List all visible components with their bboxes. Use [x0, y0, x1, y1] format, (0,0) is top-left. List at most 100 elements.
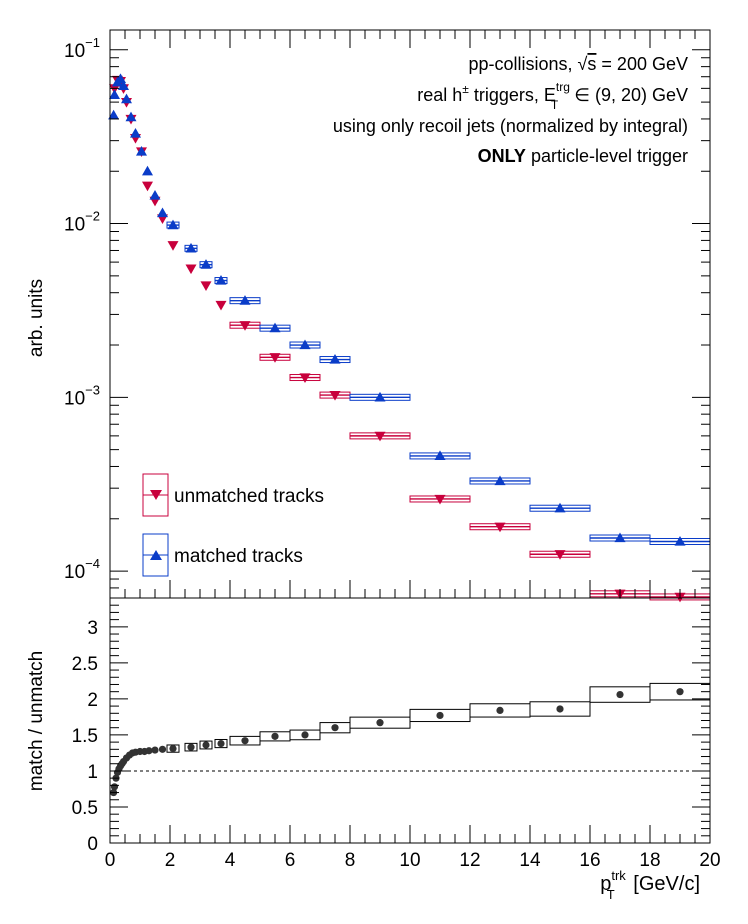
point-unmatched — [494, 522, 506, 533]
ratio-point — [616, 690, 624, 699]
point-matched — [118, 80, 129, 90]
ratio-point — [145, 747, 153, 755]
bottom-x-axis-ticks: 0 2 4 6 8 10 12 14 16 18 20 — [105, 825, 721, 871]
x-tick-label: 20 — [699, 850, 720, 871]
sqrt-s: s — [587, 54, 596, 74]
point-unmatched — [109, 84, 120, 94]
top-panel: 10−1 10−2 10−3 10−4 arb. units pp-collision… — [26, 29, 711, 603]
x-tick-label: 10 — [399, 850, 420, 871]
ratio-point — [496, 706, 504, 715]
point-matched — [434, 450, 446, 461]
x-tick-label: 18 — [639, 850, 660, 871]
top-y-tick-label: 10−2 — [64, 209, 100, 236]
point-unmatched — [329, 390, 341, 401]
ratio-point — [301, 731, 309, 739]
ratio-sys-box — [349, 716, 411, 729]
x-tick-label: 6 — [285, 850, 296, 871]
annotation-collisions: pp-collisions, √s = 200 GeV — [468, 54, 688, 74]
point-matched — [121, 93, 132, 104]
point-matched — [185, 242, 197, 253]
ratio-point — [187, 743, 195, 751]
point-unmatched — [554, 550, 566, 560]
top-y-tick-label: 10−4 — [64, 556, 100, 583]
ratio-sys-box — [199, 740, 213, 750]
ratio-point — [151, 746, 159, 754]
point-unmatched — [142, 181, 153, 192]
point-unmatched — [374, 431, 386, 442]
x-tick-label: 0 — [105, 850, 116, 871]
bottom-y-tick-label: 0.5 — [72, 798, 98, 819]
bottom-y-tick-label: 1.5 — [72, 726, 98, 747]
point-unmatched — [167, 241, 179, 251]
x-tick-label: 4 — [225, 850, 236, 871]
ratio-point — [676, 688, 684, 696]
legend-entry-matched: matched tracks — [142, 533, 303, 577]
top-y-tick-label: 10−1 — [64, 35, 100, 62]
legend: unmatched tracks matched tracks — [142, 473, 324, 577]
ratio-point — [217, 739, 225, 748]
point-matched — [142, 165, 153, 176]
bottom-panel: 0 0.5 1 1.5 2 2.5 3 0 2 4 6 8 10 12 14 16 18 20 match / … — [26, 597, 721, 902]
point-unmatched — [434, 494, 446, 505]
point-unmatched — [185, 264, 197, 275]
point-matched — [149, 190, 161, 200]
ratio-point — [158, 745, 167, 753]
point-matched — [239, 295, 251, 305]
point-matched — [494, 475, 506, 486]
annotation-trigger-level: ONLY particle-level trigger — [478, 146, 688, 166]
legend-label-unmatched: unmatched tracks — [174, 486, 324, 507]
ratio-point — [376, 719, 384, 727]
point-matched — [374, 391, 386, 402]
point-unmatched — [269, 353, 281, 363]
point-matched — [157, 207, 168, 218]
point-unmatched — [299, 373, 311, 384]
top-y-axis-ticks: 10−1 10−2 10−3 10−4 — [64, 35, 710, 599]
point-unmatched — [239, 321, 251, 331]
bottom-y-axis-label: match / unmatch — [26, 651, 47, 791]
ratio-sys-box — [289, 729, 321, 741]
ratio-point — [241, 737, 249, 745]
top-data-points — [108, 73, 686, 603]
top-y-axis-label: arb. units — [26, 279, 47, 357]
ratio-sys-box — [529, 701, 591, 717]
ratio-point — [271, 732, 279, 740]
x-tick-label: 14 — [519, 850, 541, 871]
point-matched — [115, 73, 126, 84]
point-matched — [130, 127, 141, 138]
point-matched — [136, 145, 147, 156]
ratio-point — [436, 711, 444, 720]
top-x-axis-ticks — [109, 30, 711, 598]
point-matched — [554, 502, 566, 513]
point-matched — [109, 89, 120, 100]
bottom-y-tick-label: 2.5 — [72, 654, 98, 675]
x-axis-label: ptrk T [GeV/c] — [600, 868, 700, 902]
bottom-y-tick-label: 1 — [87, 762, 98, 783]
ratio-point — [556, 705, 564, 713]
ratio-systematic-boxes — [166, 682, 711, 753]
point-matched — [215, 275, 227, 285]
annotation-triggers: real h± triggers, Etrg T ∈ (9, 20) GeV — [417, 80, 688, 112]
point-matched — [167, 219, 179, 230]
point-unmatched — [215, 300, 227, 311]
ratio-point — [169, 745, 177, 753]
point-matched — [125, 111, 137, 122]
legend-label-matched: matched tracks — [174, 546, 303, 567]
point-matched — [329, 354, 341, 364]
x-tick-label: 8 — [345, 850, 356, 871]
x-tick-label: 2 — [165, 850, 176, 871]
bottom-y-axis-ticks: 0 0.5 1 1.5 2 2.5 3 — [72, 604, 710, 855]
point-matched — [108, 109, 120, 120]
ratio-sys-box — [166, 744, 180, 753]
ratio-point — [110, 783, 119, 791]
point-matched — [299, 339, 311, 350]
point-matched — [269, 322, 281, 333]
point-matched — [200, 259, 212, 269]
sqrt-symbol: √ — [578, 54, 588, 74]
top-y-tick-label: 10−3 — [64, 382, 100, 409]
bottom-y-tick-label: 3 — [87, 618, 98, 639]
bottom-y-tick-label: 0 — [87, 834, 98, 855]
x-tick-label: 12 — [459, 850, 480, 871]
legend-marker-matched — [150, 550, 162, 560]
